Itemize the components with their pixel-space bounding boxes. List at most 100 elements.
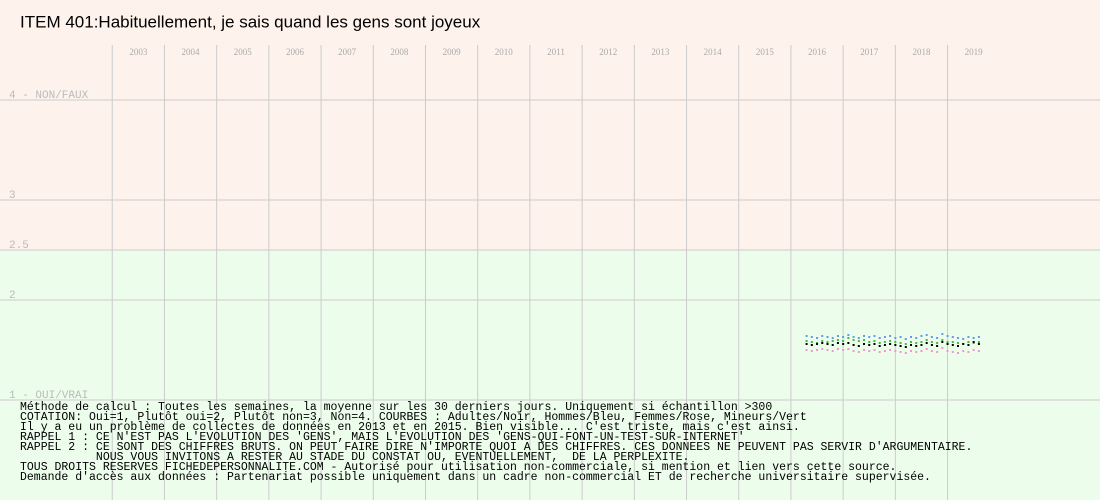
point [972,349,975,351]
point [951,344,954,346]
point [821,348,824,350]
point [899,336,902,338]
y-tick-label: 1 - OUI/VRAI [9,390,88,402]
point [977,336,980,338]
point [889,349,892,351]
point [894,341,897,343]
point [883,350,886,352]
point [956,352,959,354]
point [962,350,965,352]
point [904,338,907,340]
point [910,341,913,343]
point [956,345,959,347]
point [826,349,829,351]
point [941,333,944,335]
point [946,341,949,343]
point [972,337,975,339]
point [889,343,892,345]
point [805,335,808,337]
chart-title: ITEM 401:Habituellement, je sais quand l… [20,12,481,31]
point [951,336,954,338]
point [951,341,954,343]
point [878,351,881,353]
note-line: COTATION: Oui=1, Plutôt oui=2, Plutôt no… [20,411,807,424]
point [915,337,918,339]
point [816,337,819,339]
x-tick-label: 2009 [443,47,462,57]
point [930,336,933,338]
point [852,339,855,341]
point [836,342,839,344]
point [894,350,897,352]
point [967,336,970,338]
x-tick-label: 2005 [234,47,253,57]
y-tick-label: 2 [9,290,16,302]
y-tick-label: 3 [9,190,16,202]
point [962,343,965,345]
point [847,342,850,344]
point [857,345,860,347]
point [889,340,892,342]
point [956,342,959,344]
point [878,342,881,344]
x-tick-label: 2004 [182,47,201,57]
point [925,348,928,350]
note-line: RAPPEL 2 : CE SONT DES CHIFFRES BRUTS. O… [20,441,972,454]
point [847,348,850,350]
point [842,349,845,351]
point [810,344,813,346]
x-tick-label: 2003 [129,47,148,57]
point [946,350,949,352]
point [857,337,860,339]
x-tick-label: 2011 [547,47,565,57]
point [925,339,928,341]
point [873,335,876,337]
point [863,343,866,345]
x-tick-label: 2017 [860,47,879,57]
point [868,350,871,352]
point [951,351,954,353]
point [863,339,866,341]
point [910,336,913,338]
point [925,342,928,344]
point [826,341,829,343]
x-tick-label: 2016 [808,47,827,57]
point [904,343,907,345]
point [852,344,855,346]
x-tick-label: 2007 [338,47,357,57]
point [831,337,834,339]
point [941,341,944,343]
point [915,351,918,353]
point [936,345,939,347]
point [852,350,855,352]
notes: Méthode de calcul : Toutes les semaines,… [20,401,972,484]
point [936,351,939,353]
point [868,336,871,338]
point [831,350,834,352]
point [836,339,839,341]
point [910,344,913,346]
note-line: NOUS VOUS INVITONS A RESTER AU STADE DU … [20,451,689,464]
point [826,343,829,345]
point [836,335,839,337]
point [883,336,886,338]
point [936,342,939,344]
x-tick-label: 2013 [651,47,670,57]
point [831,344,834,346]
point [894,344,897,346]
y-tick-label: 4 - NON/FAUX [9,90,89,102]
point [894,337,897,339]
point [904,352,907,354]
x-tick-label: 2019 [965,47,984,57]
point [857,340,860,342]
point [920,335,923,337]
point [904,346,907,348]
point [878,345,881,347]
point [842,343,845,345]
point [962,338,965,340]
point [936,337,939,339]
point [847,337,850,339]
point [956,337,959,339]
point [873,349,876,351]
note-line: Méthode de calcul : Toutes les semaines,… [20,401,772,414]
